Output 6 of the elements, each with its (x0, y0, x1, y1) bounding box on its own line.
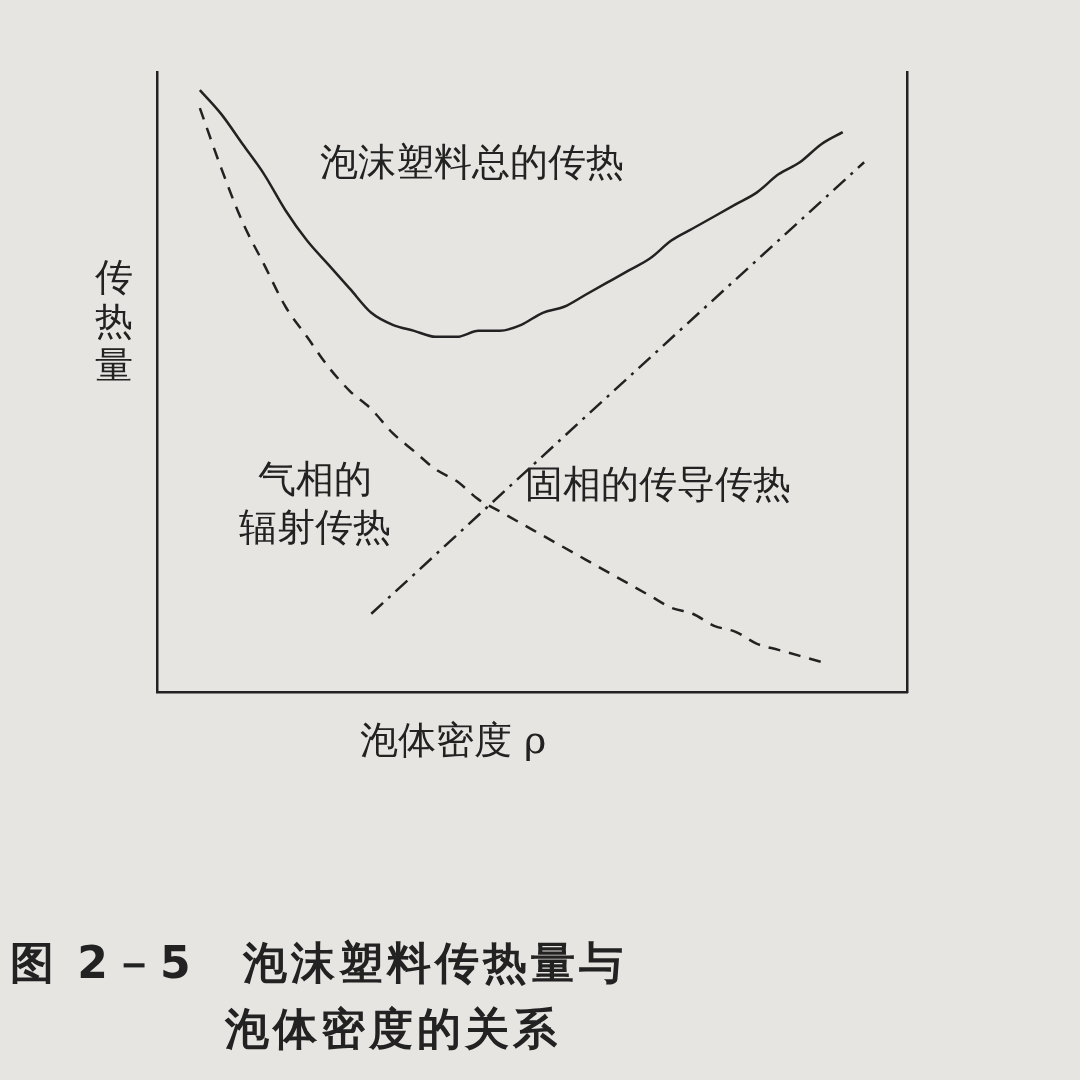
series-label: 气相的辐射传热 (238, 456, 391, 549)
text: 图 2－5 泡沫塑料传热量与泡体密度的关系 (10, 936, 628, 1056)
series-label: 固相的传导传热 (524, 462, 791, 507)
series-label: 泡沫塑料总的传热 (320, 139, 624, 184)
y-axis-title: 传热量 (95, 255, 134, 387)
x-axis-title: 泡体密度 ρ (360, 717, 547, 764)
